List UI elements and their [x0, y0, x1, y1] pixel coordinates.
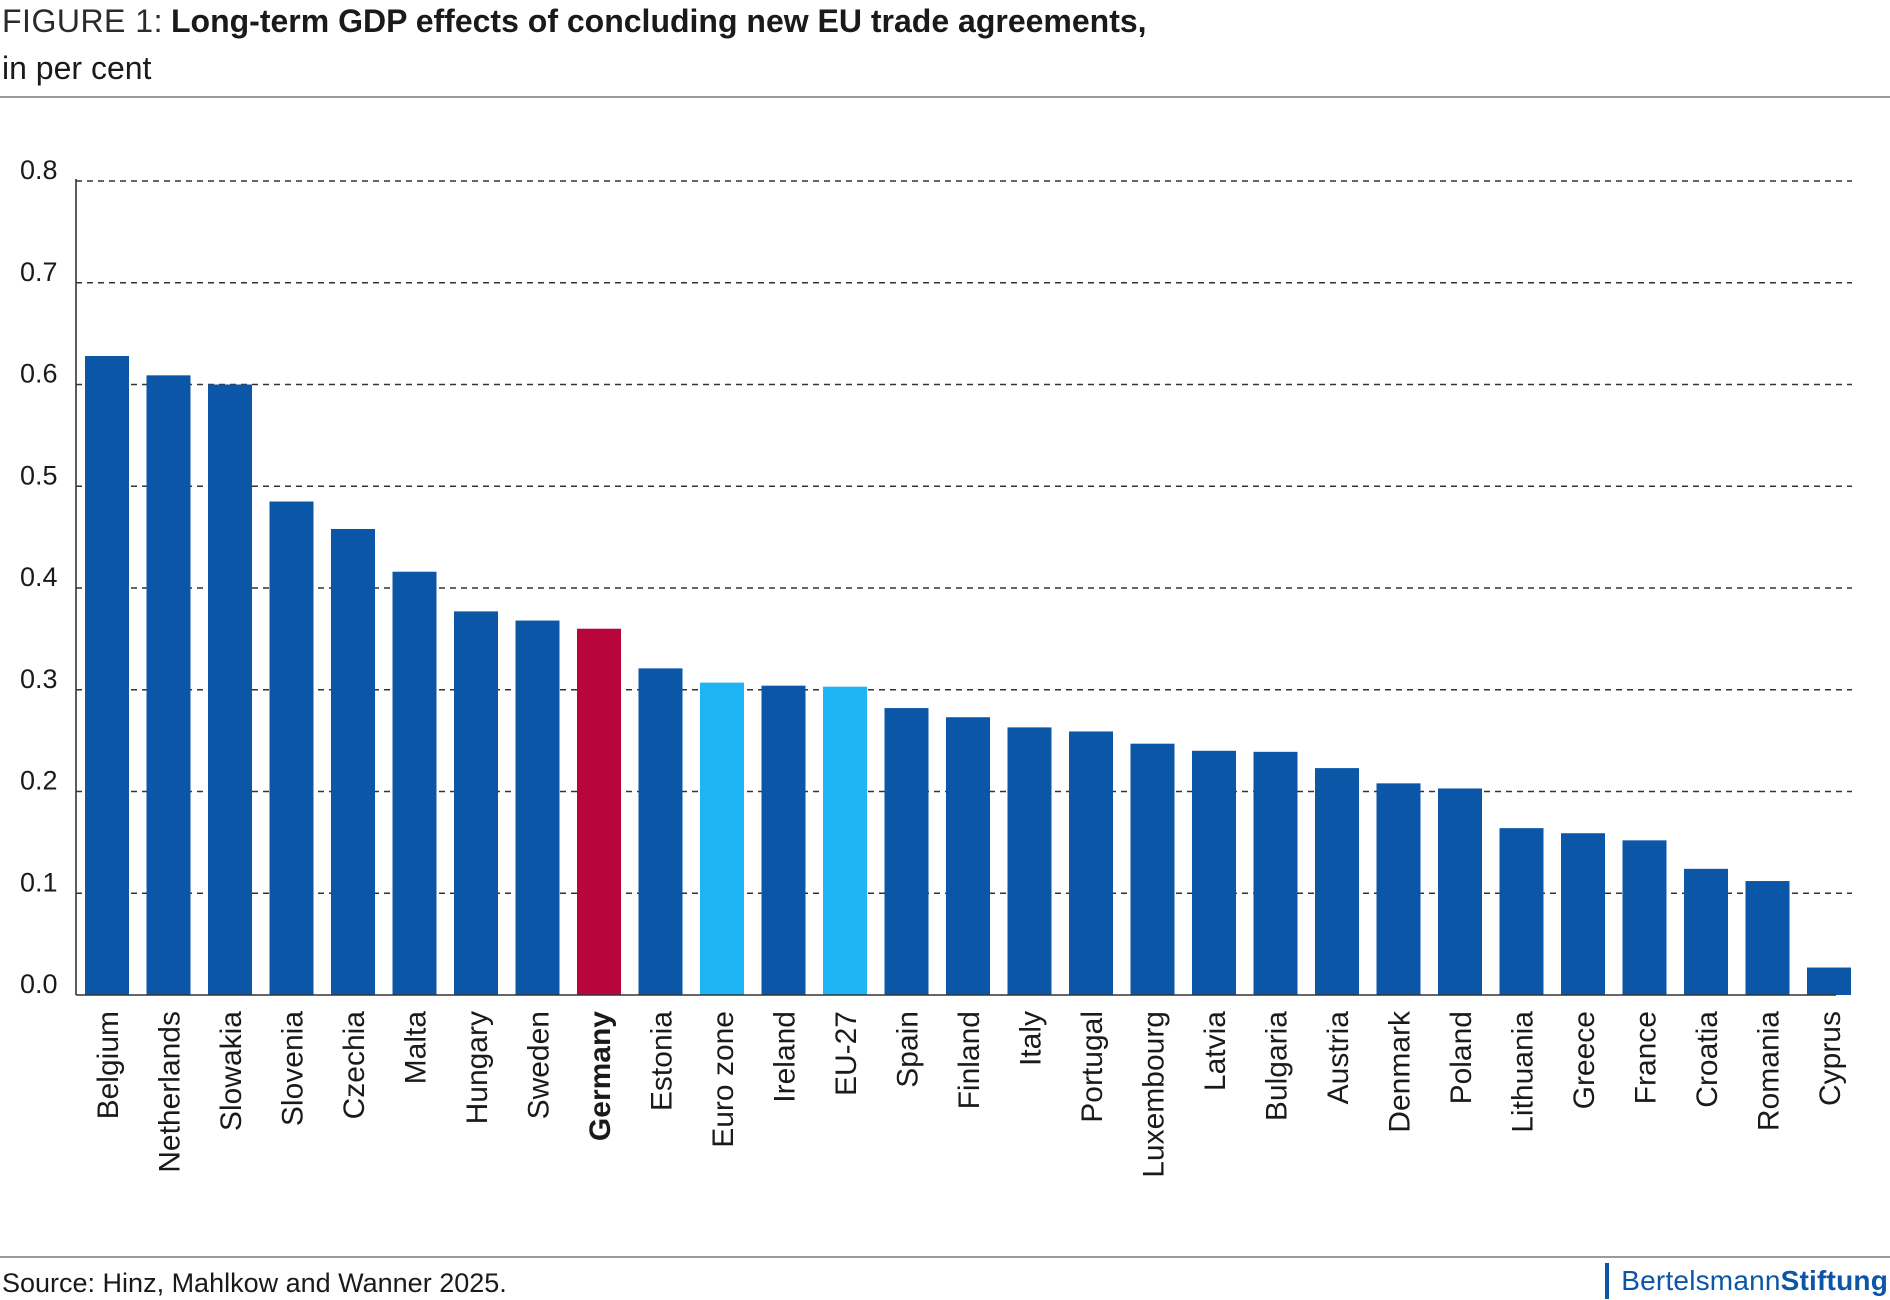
figure-header: FIGURE 1: Long-term GDP effects of conclu…: [2, 0, 1888, 90]
x-tick-label: Poland: [1445, 1011, 1478, 1104]
x-tick-label: Sweden: [523, 1011, 556, 1119]
x-tick-label: Slowakia: [215, 1011, 248, 1131]
bar-lithuania: [1499, 828, 1544, 995]
x-tick-label: Finland: [953, 1011, 986, 1109]
publisher-logo: BertelsmannStiftung: [1605, 1262, 1888, 1300]
x-tick-label: France: [1630, 1011, 1663, 1104]
bar-netherlands: [146, 375, 191, 995]
logo-regular-text: Bertelsmann: [1621, 1265, 1781, 1296]
x-tick-label: Croatia: [1691, 1011, 1724, 1108]
x-tick-label: Romania: [1753, 1011, 1786, 1131]
bar-luxembourg: [1130, 743, 1175, 995]
bar-belgium: [85, 356, 129, 995]
x-tick-label: Euro zone: [707, 1011, 740, 1148]
y-tick-label: 0.2: [20, 766, 58, 796]
bar-italy: [1007, 727, 1052, 995]
x-tick-label: Cyprus: [1814, 1011, 1847, 1106]
bar-estonia: [638, 668, 683, 995]
x-tick-label: Luxembourg: [1138, 1011, 1171, 1178]
y-tick-label: 0.0: [20, 969, 58, 999]
logo-accent-bar: [1605, 1263, 1610, 1299]
x-tick-label: Estonia: [646, 1011, 679, 1111]
y-tick-label: 0.5: [20, 460, 58, 490]
bar-croatia: [1684, 868, 1728, 995]
bar-germany: [577, 628, 621, 995]
bar-latvia: [1192, 750, 1236, 995]
top-divider: [0, 96, 1890, 98]
x-tick-label: Denmark: [1384, 1010, 1417, 1133]
x-tick-label: Germany: [584, 1011, 617, 1141]
bar-austria: [1315, 768, 1359, 995]
x-tick-label: Czechia: [338, 1011, 371, 1120]
logo-wordmark: BertelsmannStiftung: [1621, 1265, 1888, 1297]
bar-malta: [392, 571, 437, 995]
source-note: Source: Hinz, Mahlkow and Wanner 2025.: [2, 1268, 507, 1298]
y-tick-label: 0.6: [20, 359, 58, 389]
bar-portugal: [1069, 731, 1113, 995]
bar-denmark: [1376, 783, 1421, 995]
bar-poland: [1438, 788, 1482, 995]
y-tick-label: 0.7: [20, 257, 58, 287]
x-tick-label: Belgium: [92, 1011, 125, 1119]
x-tick-label: Italy: [1015, 1011, 1048, 1066]
x-tick-label: Lithuania: [1507, 1011, 1540, 1133]
x-tick-label: Austria: [1322, 1011, 1355, 1105]
x-tick-label: Latvia: [1199, 1011, 1232, 1091]
bar-bulgaria: [1253, 751, 1298, 995]
chart-subtitle: in per cent: [2, 50, 152, 86]
x-tick-label: EU-27: [830, 1011, 863, 1096]
x-tick-label: Hungary: [461, 1011, 494, 1124]
bar-cyprus: [1807, 967, 1851, 995]
y-tick-label: 0.8: [20, 155, 58, 185]
bar-spain: [884, 708, 929, 995]
bar-chart: 0.0 0.1 0.2 0.3 0.4 0.5 0.6 0.7 0.8 Belgium Nether…: [20, 155, 1852, 1178]
bar-euro-zone: [700, 682, 744, 995]
bar-greece: [1561, 833, 1605, 995]
bar-ireland: [761, 685, 806, 995]
chart-title: Long-term GDP effects of concluding new …: [170, 3, 1147, 39]
logo-bold-text: Stiftung: [1780, 1265, 1888, 1296]
x-tick-label: Ireland: [769, 1011, 802, 1103]
x-tick-label: Portugal: [1076, 1011, 1109, 1123]
bar-finland: [946, 717, 990, 995]
x-tick-label: Netherlands: [154, 1011, 187, 1173]
x-tick-label: Bulgaria: [1261, 1011, 1294, 1121]
bar-france: [1622, 840, 1667, 995]
bar-slovenia: [269, 501, 314, 995]
title-line: FIGURE 1: Long-term GDP effects of conclu…: [2, 0, 1888, 42]
x-tick-label: Spain: [892, 1011, 925, 1088]
bar-hungary: [454, 611, 498, 995]
bottom-divider: [0, 1256, 1890, 1258]
figure-label: FIGURE 1:: [2, 3, 163, 39]
x-tick-label: Greece: [1568, 1011, 1601, 1109]
y-tick-label: 0.3: [20, 664, 58, 694]
bar-slowakia: [208, 384, 252, 995]
bar-romania: [1745, 881, 1790, 995]
bar-sweden: [515, 620, 560, 995]
x-tick-label: Slovenia: [277, 1011, 310, 1126]
x-tick-label: Malta: [400, 1011, 433, 1085]
bar-czechia: [331, 528, 375, 995]
y-tick-label: 0.1: [20, 867, 58, 897]
bar-eu-27: [823, 686, 867, 995]
y-tick-label: 0.4: [20, 562, 58, 592]
